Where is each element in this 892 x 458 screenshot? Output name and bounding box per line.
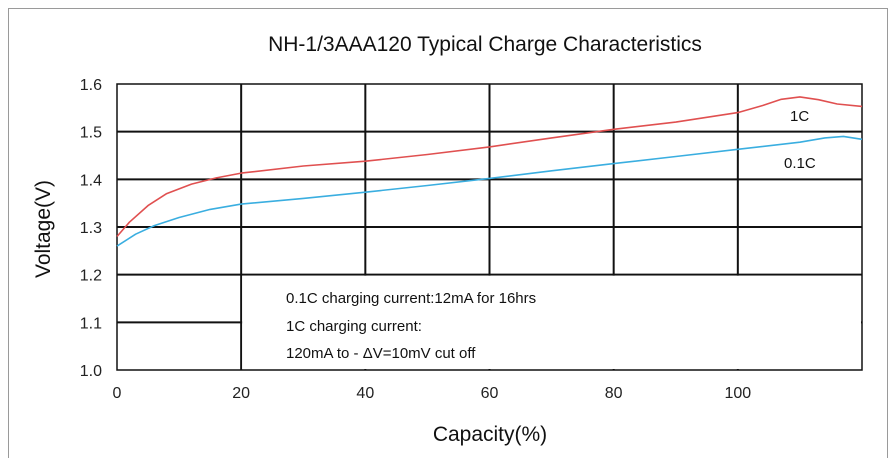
series-label-1c: 1C — [790, 108, 809, 125]
annotation-line-1: 0.1C charging current:12mA for 16hrs — [286, 290, 536, 307]
y-tick-labels: 1.0 1.1 1.2 1.3 1.4 1.5 1.6 — [80, 77, 102, 380]
y-tick-1-3: 1.3 — [80, 220, 102, 237]
plot-area — [116, 83, 863, 371]
annotation-box — [242, 275, 861, 369]
annotation-line-3: 120mA to - ΔV=10mV cut off — [286, 345, 476, 362]
annotation-notes: 0.1C charging current:12mA for 16hrs 1C … — [286, 290, 536, 362]
x-tick-60: 60 — [481, 385, 499, 402]
series-line-1c — [116, 96, 863, 238]
y-tick-1-4: 1.4 — [80, 172, 102, 189]
y-tick-1-1: 1.1 — [80, 315, 102, 332]
x-tick-labels: 0 20 40 60 80 100 — [113, 385, 752, 402]
series-label-0-1c: 0.1C — [784, 155, 816, 172]
series-lines — [116, 96, 863, 247]
y-tick-1-6: 1.6 — [80, 77, 102, 94]
x-tick-20: 20 — [232, 385, 250, 402]
annotation-box-bg — [242, 275, 861, 369]
x-tick-100: 100 — [724, 385, 751, 402]
x-axis-title: Capacity(%) — [433, 423, 547, 446]
x-tick-0: 0 — [113, 385, 122, 402]
y-tick-1-2: 1.2 — [80, 268, 102, 285]
y-tick-1-0: 1.0 — [80, 363, 102, 380]
annotation-line-2: 1C charging current: — [286, 318, 422, 335]
chart-frame — [8, 8, 888, 458]
y-axis-title: Voltage(V) — [32, 180, 55, 278]
chart-title: NH-1/3AAA120 Typical Charge Characterist… — [268, 33, 702, 56]
x-tick-80: 80 — [605, 385, 623, 402]
y-tick-1-5: 1.5 — [80, 125, 102, 142]
series-labels: 1C 0.1C — [784, 108, 816, 172]
x-tick-40: 40 — [356, 385, 374, 402]
series-line-0-1c — [116, 135, 863, 247]
